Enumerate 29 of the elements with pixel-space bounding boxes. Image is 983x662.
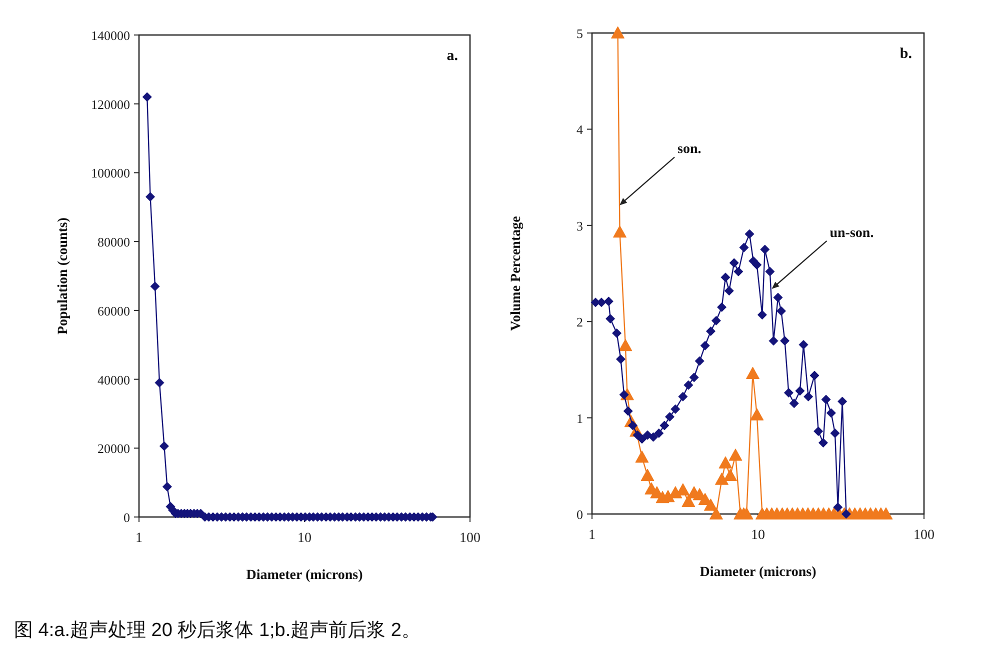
- text: a.: [446, 48, 458, 64]
- y-tick-label: 80000: [98, 234, 130, 250]
- y-tick-label: 120000: [91, 96, 130, 112]
- x-tick-label: 100: [460, 531, 480, 546]
- y-tick-label: 60000: [98, 303, 130, 318]
- x-axis-title: Diameter (microns): [700, 565, 817, 580]
- y-tick-label: 5: [576, 26, 583, 41]
- y-tick-label: 2: [576, 314, 583, 330]
- x-axis-title: Diameter (microns): [246, 568, 364, 583]
- x-tick-label: 10: [298, 531, 312, 546]
- x-tick-label: 10: [751, 528, 765, 543]
- y-axis-title: Volume Percentage: [509, 216, 524, 331]
- y-tick-label: 1: [576, 410, 583, 426]
- y-tick-label: 140000: [91, 28, 130, 43]
- y-tick-label: 3: [576, 218, 583, 234]
- annotation: un-son.: [830, 226, 874, 241]
- x-tick-label: 100: [914, 528, 934, 543]
- y-axis-title: Population (counts): [56, 217, 71, 335]
- x-tick-label: 1: [588, 528, 596, 543]
- text: b.: [900, 46, 912, 62]
- y-tick-label: 4: [576, 122, 584, 138]
- y-tick-label: 0: [124, 510, 130, 525]
- y-tick-label: 100000: [91, 166, 130, 181]
- x-tick-label: 1: [136, 531, 142, 546]
- y-tick-label: 0: [576, 507, 583, 522]
- y-tick-label: 40000: [98, 372, 130, 388]
- caption: 图 4:a.超声处理 20 秒后浆体 1;b.超声前后浆 2。: [14, 620, 420, 641]
- annotation: son.: [678, 142, 702, 158]
- y-tick-label: 20000: [98, 441, 130, 456]
